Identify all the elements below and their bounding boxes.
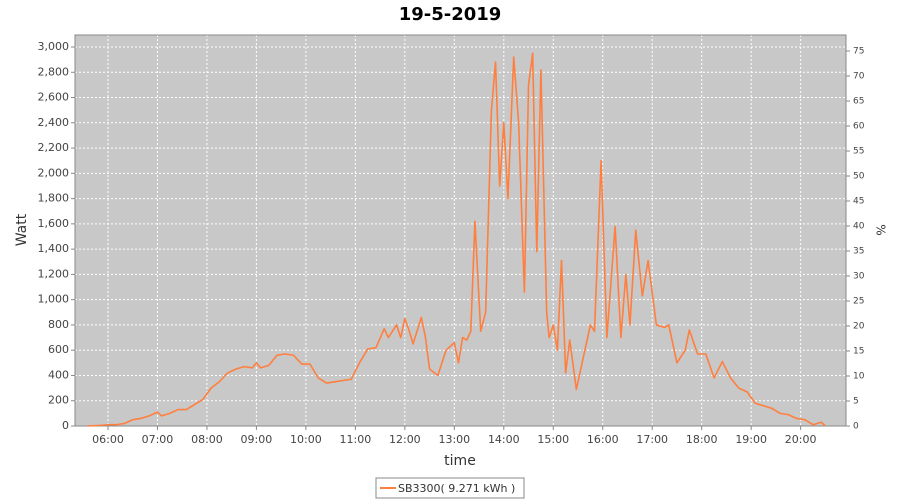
y2-tick-label: 60 (853, 122, 865, 132)
x-tick-label: 13:00 (438, 433, 470, 446)
y2-axis-label: % (874, 224, 888, 235)
legend: SB3300( 9.271 kWh ) (375, 477, 525, 499)
data-line (87, 52, 826, 427)
y2-tick-label: 10 (853, 372, 865, 382)
y-tick-label: 2,200 (38, 141, 70, 154)
chart-title: 19-5-2019 (399, 4, 502, 25)
x-tick-label: 15:00 (537, 433, 569, 446)
y-tick-label: 400 (48, 368, 69, 381)
y2-tick-label: 55 (853, 147, 864, 157)
y2-tick-label: 65 (853, 97, 864, 107)
plot-border (74, 34, 847, 427)
y-tick-label: 2,000 (38, 166, 70, 179)
x-tick-label: 18:00 (686, 433, 718, 446)
y2-tick-label: 0 (853, 422, 859, 432)
y-axis-label: Watt (14, 213, 30, 246)
y2-tick-label: 20 (853, 322, 865, 332)
x-tick-label: 10:00 (290, 433, 322, 446)
x-tick-label: 17:00 (636, 433, 668, 446)
x-axis-label: time (444, 453, 476, 469)
y2-tick-label: 45 (853, 197, 864, 207)
y2-tick-label: 30 (853, 272, 865, 282)
y-tick-label: 2,400 (38, 116, 70, 129)
x-tick-label: 20:00 (785, 433, 817, 446)
y-tick-label: 600 (48, 343, 69, 356)
y-tick-label: 2,600 (38, 91, 70, 104)
y2-tick-label: 35 (853, 247, 864, 257)
y-tick-label: 1,200 (38, 267, 70, 280)
y-tick-label: 200 (48, 394, 69, 407)
y-tick-label: 3,000 (38, 40, 70, 53)
y-tick-label: 1,000 (38, 293, 70, 306)
legend-label: SB3300( 9.271 kWh ) (398, 482, 515, 495)
y-tick-label: 0 (62, 419, 69, 432)
y-tick-label: 1,400 (38, 242, 70, 255)
x-tick-label: 11:00 (340, 433, 372, 446)
x-tick-label: 16:00 (587, 433, 619, 446)
y-tick-label: 2,800 (38, 65, 70, 78)
y-tick-label: 1,600 (38, 217, 70, 230)
y2-tick-label: 75 (853, 47, 864, 57)
x-tick-label: 14:00 (488, 433, 520, 446)
x-tick-label: 12:00 (389, 433, 421, 446)
y2-tick-label: 5 (853, 397, 859, 407)
y-tick-label: 1,800 (38, 192, 70, 205)
y2-tick-label: 40 (853, 222, 865, 232)
y-tick-label: 800 (48, 318, 69, 331)
y2-tick-label: 50 (853, 172, 865, 182)
legend-box (375, 477, 525, 499)
y2-tick-label: 25 (853, 297, 864, 307)
x-tick-label: 19:00 (735, 433, 767, 446)
y2-tick-label: 70 (853, 72, 865, 82)
x-tick-label: 08:00 (191, 433, 223, 446)
plot-area (75, 35, 846, 426)
x-tick-label: 07:00 (142, 433, 174, 446)
y2-tick-label: 15 (853, 347, 864, 357)
x-tick-label: 09:00 (241, 433, 273, 446)
x-tick-label: 06:00 (92, 433, 124, 446)
